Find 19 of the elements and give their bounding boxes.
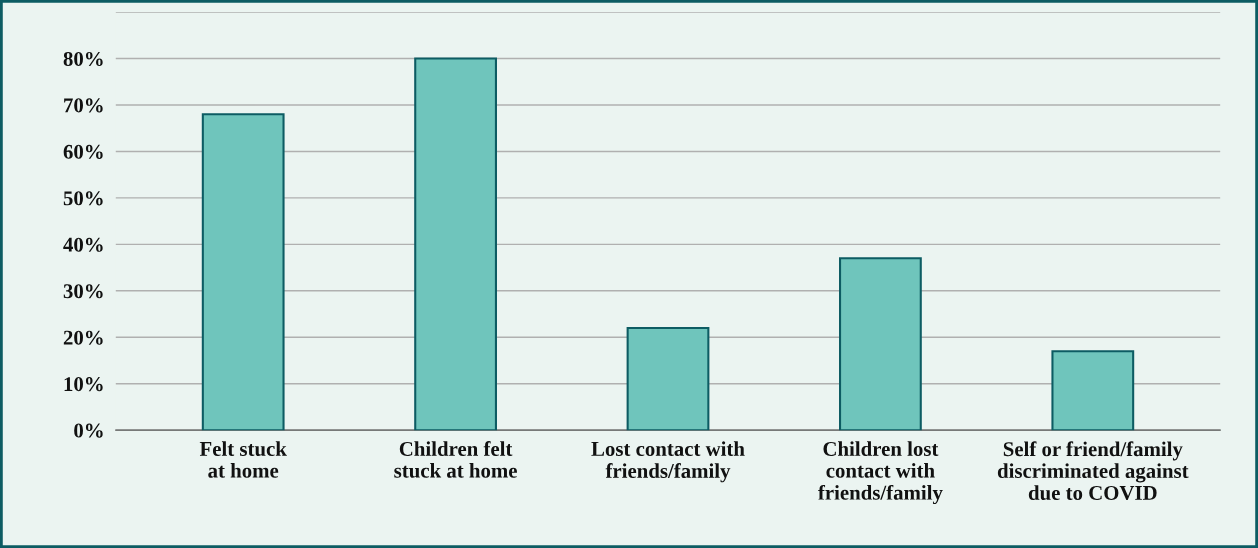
y-tick-label: 40% (63, 237, 103, 252)
y-tick-label: 50% (63, 191, 103, 206)
x-tick-label: Self or friend/family discriminated against due to COVID (997, 441, 1189, 501)
y-tick-label: 30% (63, 284, 103, 299)
x-tick-label: Children lost contact with friends/family (818, 441, 943, 505)
bar (414, 57, 497, 431)
bar (201, 113, 285, 431)
x-tick-label: Children felt stuck at home (394, 441, 517, 478)
y-tick-label: 80% (63, 51, 103, 67)
x-tick-label: Felt stuck at home (199, 441, 287, 478)
bar (839, 257, 922, 431)
bar (1051, 350, 1135, 431)
bar (626, 326, 710, 431)
y-tick-label: 10% (64, 377, 103, 392)
x-tick-label: Lost contact with friends/family (591, 441, 745, 483)
y-tick-label: 60% (63, 144, 103, 159)
y-tick-label: 0% (74, 423, 103, 438)
y-tick-label: 70% (64, 98, 103, 113)
y-tick-label: 20% (63, 330, 103, 345)
